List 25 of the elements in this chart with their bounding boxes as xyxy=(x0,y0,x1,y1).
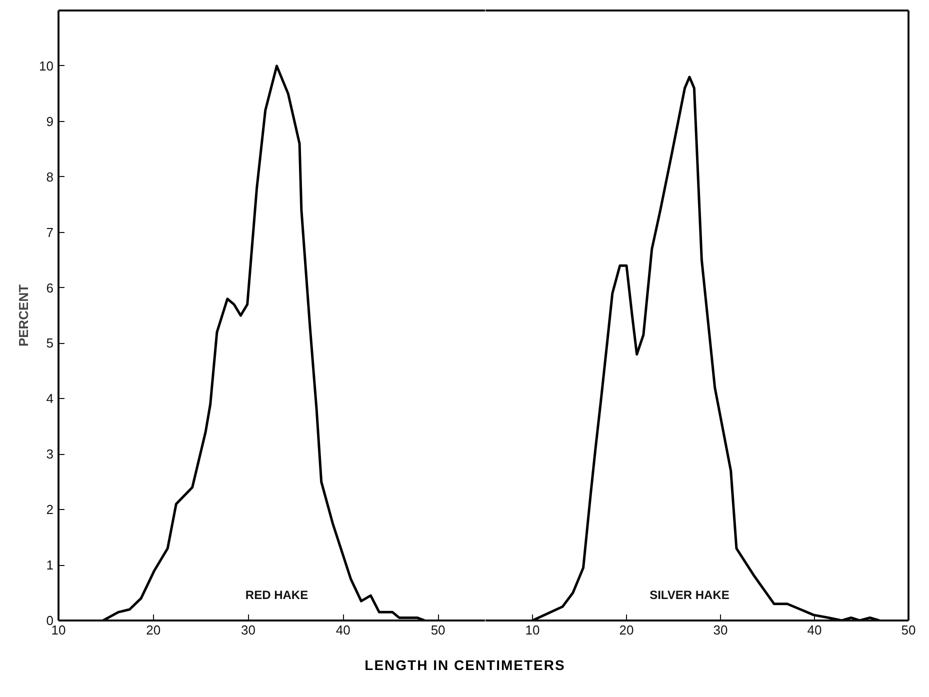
y-axis-title: PERCENT xyxy=(16,284,32,347)
y-tick-label: 8 xyxy=(46,169,54,184)
y-tick-label: 2 xyxy=(46,502,54,518)
line-series xyxy=(102,64,426,620)
y-tick-label: 9 xyxy=(46,114,54,129)
x-tick-label: 40 xyxy=(807,622,822,638)
x-tick-label: 20 xyxy=(146,622,161,638)
text: SILVER HAKE xyxy=(650,588,730,602)
x-tick-label: 40 xyxy=(336,622,350,638)
x-tick-label: 30 xyxy=(713,622,728,638)
x-tick-label: 50 xyxy=(430,622,446,638)
y-tick-label: 1 xyxy=(46,558,54,573)
y-tick-label: 6 xyxy=(46,280,54,296)
x-tick-label: 30 xyxy=(241,622,256,638)
y-tick-label: 3 xyxy=(46,446,54,462)
x-tick-label: 50 xyxy=(901,622,916,638)
x-tick-label: 20 xyxy=(619,622,634,638)
y-tick-label: 4 xyxy=(46,391,54,406)
text: RED HAKE xyxy=(245,588,308,602)
y-tick-label: 0 xyxy=(46,613,54,628)
y-tick-label: 10 xyxy=(39,58,54,74)
y-tick-label: 5 xyxy=(46,336,54,351)
x-tick-label: 10 xyxy=(525,622,540,638)
y-tick-label: 7 xyxy=(46,224,54,240)
x-axis-title: LENGTH IN CENTIMETERS xyxy=(364,656,566,675)
